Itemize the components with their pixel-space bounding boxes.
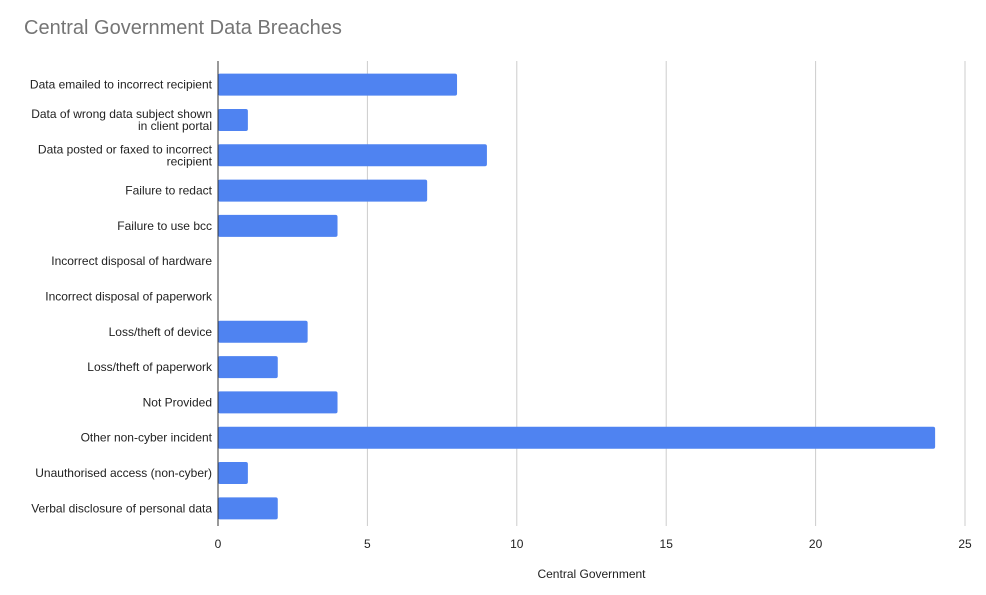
bar <box>218 73 458 96</box>
x-axis-title: Central Government <box>537 567 646 581</box>
bar <box>218 356 278 379</box>
bar <box>218 108 248 131</box>
category-label: Not Provided <box>143 395 212 409</box>
bar <box>218 144 487 167</box>
category-label: Verbal disclosure of personal data <box>31 501 212 515</box>
x-tick-label: 20 <box>809 537 823 551</box>
bar <box>218 179 428 202</box>
category-label: Other non-cyber incident <box>81 431 213 445</box>
x-tick-label: 0 <box>215 537 222 551</box>
bar <box>218 391 338 414</box>
category-label: Loss/theft of paperwork <box>87 360 213 374</box>
category-label: recipient <box>167 154 213 168</box>
category-label: Data posted or faxed to incorrect <box>38 142 213 156</box>
x-tick-label: 25 <box>958 537 972 551</box>
category-label: Unauthorised access (non-cyber) <box>35 466 212 480</box>
bar <box>218 214 338 237</box>
category-label: Failure to use bcc <box>117 219 212 233</box>
category-label: Incorrect disposal of hardware <box>51 254 212 268</box>
bar <box>218 426 936 449</box>
category-label: Loss/theft of device <box>109 325 213 339</box>
category-label: Data of wrong data subject shown <box>31 107 212 121</box>
category-label: Failure to redact <box>125 184 212 198</box>
category-label: in client portal <box>138 119 212 133</box>
category-label: Data emailed to incorrect recipient <box>30 78 213 92</box>
bar <box>218 497 278 520</box>
x-tick-label: 5 <box>364 537 371 551</box>
x-tick-label: 15 <box>660 537 674 551</box>
category-label: Incorrect disposal of paperwork <box>45 290 213 304</box>
chart-title: Central Government Data Breaches <box>24 17 342 39</box>
bar <box>218 320 308 343</box>
bar <box>218 462 248 485</box>
x-tick-label: 10 <box>510 537 524 551</box>
